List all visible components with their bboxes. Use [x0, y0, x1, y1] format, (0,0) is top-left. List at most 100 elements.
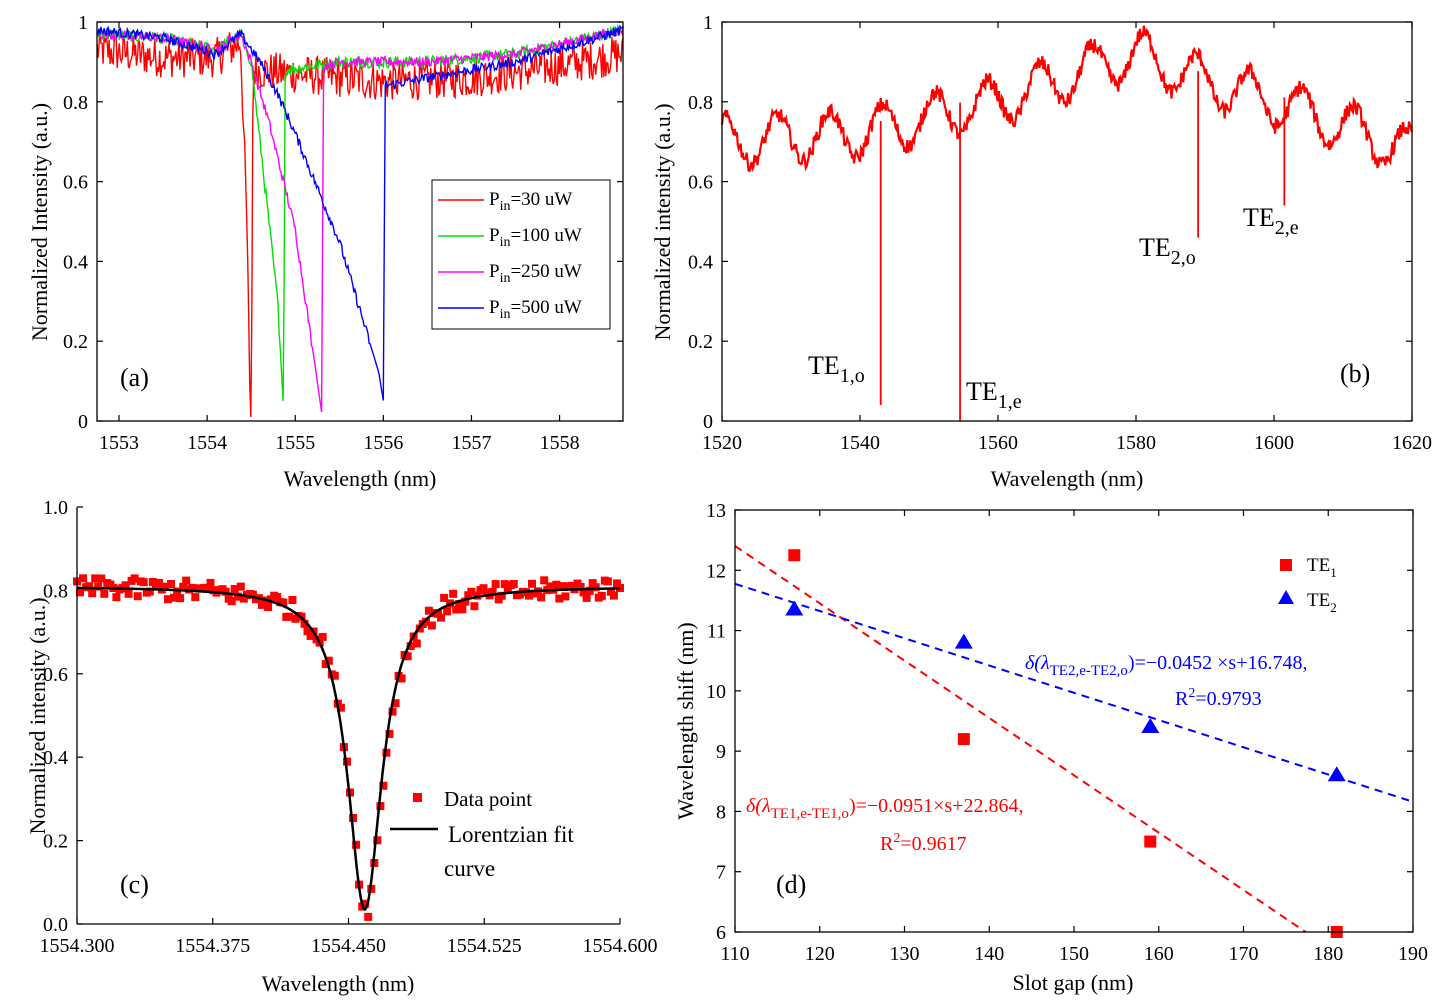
x-tick-label: 1557 — [451, 432, 491, 454]
panel-b-series — [720, 25, 1414, 421]
panel-b: 1520 1540 1560 1580 1600 1620 0 0.2 0.4 0.6 0.8 1 W… — [650, 12, 1432, 491]
data-point — [124, 589, 133, 598]
y-tick-label: 0.6 — [43, 664, 68, 686]
data-point — [230, 585, 239, 593]
spectrum-line — [720, 25, 1414, 173]
x-tick-label: 120 — [805, 943, 835, 965]
legend-label-te2: TE2 — [1307, 590, 1337, 615]
marker-te2 — [1141, 718, 1160, 734]
x-tick-label: 150 — [1059, 943, 1089, 965]
equation-te1-r2: R2=0.9617 — [880, 831, 967, 855]
x-tick-label: 1620 — [1392, 432, 1432, 454]
data-point — [161, 582, 169, 591]
x-tick-label: 1556 — [363, 432, 403, 454]
x-tick-label: 1558 — [540, 432, 580, 454]
data-point — [458, 605, 467, 614]
data-point — [488, 587, 497, 596]
panel-b-frame — [721, 21, 1413, 422]
panel-b-ylabel: Normalized intensity (a.u.) — [650, 103, 675, 340]
panel-c-tick-labels: 1554.300 1554.375 1554.450 1554.525 1554.600… — [40, 497, 658, 957]
data-point — [440, 593, 449, 602]
y-tick-label: 0.6 — [63, 172, 88, 194]
equation-te2: δ(λTE2,e-TE2,o)=−0.0452 ×s+16.748, — [1025, 652, 1308, 679]
equation-te2-r2-sup: 2 — [1188, 686, 1195, 701]
x-tick-label: 1554.450 — [311, 935, 386, 957]
panel-d: 110 120 130 140 150 160 170 180 190678910111213 … — [673, 500, 1428, 995]
panel-d-series — [734, 545, 1414, 938]
equation-te1-sub: TE1,e-TE1,o — [771, 806, 849, 822]
marker-te1 — [788, 549, 801, 562]
data-point — [236, 582, 245, 591]
data-point — [273, 593, 282, 601]
data-point — [479, 584, 488, 593]
data-point — [500, 580, 509, 589]
data-point — [349, 814, 358, 822]
annotation-te2e: TE2,e — [1243, 203, 1299, 239]
data-point — [427, 621, 436, 630]
panel-a-ylabel: Normalized Intensity (a.u.) — [27, 103, 52, 341]
y-tick-label: 1 — [703, 12, 713, 34]
panel-a: 1553 1554 1555 1556 1557 1558 0 0.2 0.4 0.6 0.8 1 W… — [27, 12, 624, 491]
data-point — [336, 703, 345, 712]
panel-b-tick-labels: 1520 1540 1560 1580 1600 1620 0 0.2 0.4 0.6 0.8 1 — [688, 12, 1432, 454]
panel-d-xlabel: Slot gap (nm) — [1013, 970, 1134, 995]
legend-label-500uw: Pin=500 uW — [489, 297, 582, 322]
data-point — [561, 592, 570, 601]
y-tick-label: 0 — [703, 411, 713, 433]
series-line-pin250uw — [96, 26, 624, 413]
data-point — [509, 580, 518, 588]
annotation-te1o-sub: 1,o — [840, 365, 865, 387]
x-tick-label: 1554 — [187, 432, 227, 454]
data-point — [300, 619, 309, 628]
y-tick-label: 0.8 — [63, 92, 88, 114]
data-point — [203, 583, 212, 592]
annotation-te2o-base: TE — [1139, 233, 1171, 262]
annotation-te1e: TE1,e — [966, 377, 1022, 413]
data-point — [585, 586, 594, 595]
data-point — [382, 748, 391, 757]
y-tick-label: 0.4 — [688, 251, 713, 273]
data-point — [470, 602, 479, 611]
y-tick-label: 0.2 — [43, 831, 68, 853]
data-point — [97, 574, 106, 583]
legend-label-te2-sub: 2 — [1330, 600, 1337, 615]
data-point — [306, 631, 315, 640]
legend-label-250uw-suffix: =250 uW — [510, 261, 581, 282]
data-point — [343, 757, 351, 766]
data-point — [373, 836, 382, 845]
fit-line-te2 — [734, 582, 1414, 803]
data-point — [528, 579, 536, 588]
x-tick-label: 170 — [1229, 943, 1259, 965]
data-point — [591, 583, 600, 592]
panel-a-legend: Pin=30 uW Pin=100 uW Pin=250 uW Pin=500 … — [431, 179, 611, 330]
data-point — [576, 582, 585, 591]
panel-a-frame — [96, 21, 624, 422]
data-point — [403, 652, 412, 661]
data-point — [112, 593, 121, 602]
data-point — [437, 613, 445, 622]
annotation-te1o: TE1,o — [808, 351, 865, 387]
data-point — [473, 591, 482, 600]
y-tick-label: 0.0 — [43, 914, 68, 936]
data-point — [467, 587, 476, 596]
marker-te1 — [957, 733, 970, 746]
x-tick-label: 1600 — [1254, 432, 1294, 454]
data-point — [613, 579, 621, 588]
panel-a-legend-box — [431, 179, 611, 330]
data-point — [121, 581, 130, 590]
legend-label-30uw-suffix: =30 uW — [510, 189, 572, 210]
annotation-te2o-sub: 2,o — [1171, 247, 1196, 269]
equation-te1-r2-sup: 2 — [893, 831, 900, 846]
data-point — [388, 707, 397, 716]
data-point — [191, 593, 200, 602]
data-point — [148, 578, 157, 586]
x-tick-label: 1554.525 — [447, 935, 522, 957]
y-tick-label: 13 — [706, 500, 726, 522]
legend-label-100uw-base: P — [489, 225, 500, 246]
legend-label-te1: TE1 — [1307, 555, 1337, 580]
data-point — [406, 642, 415, 651]
y-tick-label: 0.4 — [63, 251, 88, 273]
series-line-pin500uw — [96, 24, 624, 401]
data-point — [303, 627, 312, 636]
